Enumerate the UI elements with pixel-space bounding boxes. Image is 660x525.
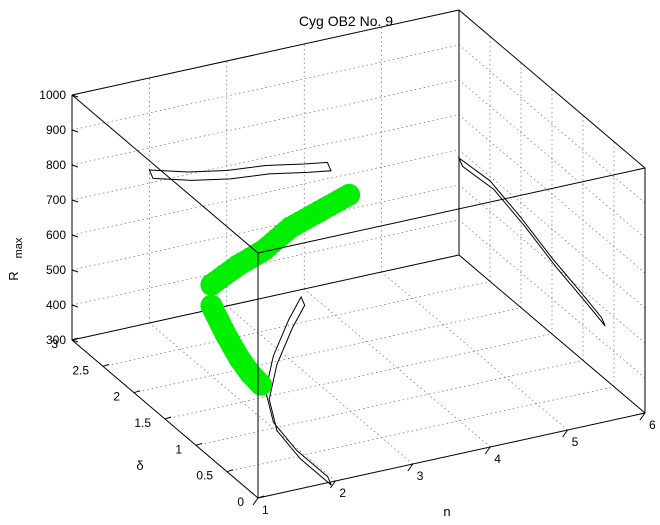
z-tick-label: 800 (46, 158, 66, 172)
y-tick-label: 1.5 (134, 416, 151, 430)
y-tick-label: 0.5 (196, 469, 213, 483)
grid-lines (71, 9, 646, 499)
x-tick-mark (407, 463, 414, 472)
z-axis-label: R (6, 271, 21, 280)
y-tick-mark (195, 442, 203, 446)
y-tick-label: 3 (51, 337, 58, 351)
x-axis-label: n (443, 504, 450, 519)
x-tick-label: 6 (649, 418, 656, 432)
y-tick-mark (226, 469, 234, 473)
x-tick-label: 2 (339, 486, 346, 500)
z-tick-mark (71, 234, 79, 238)
z-tick-mark (71, 164, 79, 168)
x-tick-mark (252, 497, 259, 506)
box-edge-back (71, 9, 460, 96)
z-tick-mark (71, 129, 79, 133)
x-tick-mark (329, 480, 336, 489)
x-tick-mark (484, 446, 491, 455)
z-tick-label: 300 (46, 333, 66, 347)
grid-line-floor-d (133, 307, 522, 393)
axis-box-back (71, 9, 646, 414)
grid-line-floor-d (164, 333, 553, 420)
z-tick-label: 900 (46, 123, 66, 137)
y-tick-mark (164, 416, 172, 420)
z-tick-label: 500 (46, 263, 66, 277)
x-tick-label: 5 (572, 435, 579, 449)
x-tick-label: 1 (262, 503, 269, 517)
grid-line-side-r (458, 79, 646, 239)
x-tick-label: 3 (417, 469, 424, 483)
projection-contour-1 (148, 161, 332, 181)
z-tick-label: 600 (46, 228, 66, 242)
data-point (250, 373, 272, 396)
y-axis-label: δ (136, 458, 143, 473)
tick-labels: 12345600.511.522.53300400500600700800900… (39, 88, 656, 517)
grid-line-floor-n (381, 271, 568, 431)
grid-line-back-r (71, 79, 460, 166)
box-edge-back (458, 254, 646, 414)
grid-line-side-r (458, 44, 646, 204)
y-tick-label: 1 (175, 442, 182, 456)
projection-contour-2 (457, 156, 606, 327)
y-tick-mark (71, 337, 79, 341)
data-points (200, 183, 361, 396)
grid-line-back-r (71, 219, 460, 306)
projection-contour-3 (265, 295, 332, 486)
z-tick-mark (71, 269, 79, 273)
z-tick-mark (71, 199, 79, 203)
z-tick-label: 700 (46, 193, 66, 207)
grid-line-floor-n (304, 288, 491, 448)
grid-line-floor-d (102, 281, 491, 367)
x-tick-mark (639, 412, 646, 421)
grid-line-floor-d (195, 360, 584, 446)
projection-contours (148, 156, 606, 486)
y-tick-label: 2.5 (72, 363, 89, 377)
grid-line-side-r (458, 219, 646, 379)
grid-line-side-r (458, 184, 646, 344)
grid-line-side-r (458, 149, 646, 309)
y-tick-label: 0 (237, 495, 244, 509)
y-tick-mark (257, 495, 265, 499)
box-edge-front (257, 412, 646, 499)
axis-box-front (71, 94, 646, 499)
data-point (338, 183, 361, 206)
grid-line-back-r (71, 149, 460, 236)
z-tick-mark (71, 339, 79, 343)
x-tick-mark (562, 429, 569, 438)
z-axis-label-subscript: max (13, 237, 25, 258)
chart-title: Cyg OB2 No. 9 (299, 13, 393, 29)
box-edge-back (458, 9, 646, 169)
y-tick-mark (133, 390, 141, 394)
box-edge-front (71, 94, 259, 254)
y-tick-label: 2 (113, 390, 120, 404)
y-tick-mark (102, 363, 110, 367)
box-edge-front (257, 167, 646, 254)
z-axis-label-group: R max (6, 237, 25, 281)
grid-line-back-r (71, 184, 460, 271)
grid-line-back-r (71, 114, 460, 201)
grid-line-floor-d (226, 386, 615, 472)
box-edge-back (71, 254, 460, 341)
z-tick-mark (71, 94, 79, 98)
grid-line-floor-n (149, 322, 336, 482)
x-tick-label: 4 (494, 452, 501, 466)
z-tick-label: 1000 (39, 88, 66, 102)
grid-line-back-r (71, 44, 460, 131)
z-tick-label: 400 (46, 298, 66, 312)
z-tick-mark (71, 304, 79, 308)
grid-line-side-r (458, 114, 646, 274)
